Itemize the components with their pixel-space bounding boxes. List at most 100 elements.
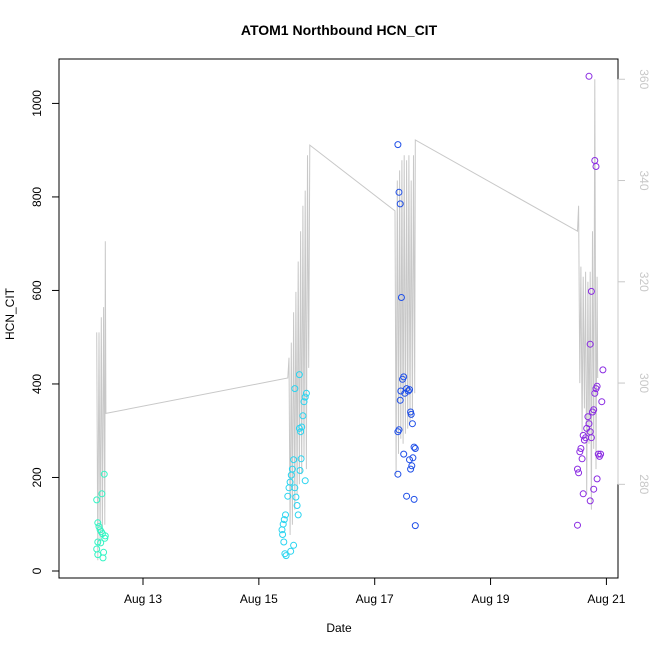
y-tick-label: 1000 bbox=[30, 90, 44, 117]
scatter-point bbox=[94, 519, 102, 527]
scatter-point bbox=[574, 521, 581, 529]
scatter-point bbox=[99, 554, 107, 562]
scatter-point bbox=[280, 538, 288, 546]
scatter-point bbox=[575, 469, 583, 477]
scatter-point bbox=[410, 443, 418, 451]
scatter-point bbox=[409, 454, 417, 462]
scatter-point bbox=[284, 492, 292, 500]
scatter-point bbox=[579, 490, 587, 498]
y-tick-label: 600 bbox=[30, 280, 44, 300]
scatter-point bbox=[94, 551, 102, 559]
scatter-point bbox=[587, 434, 595, 442]
scatter-point bbox=[294, 511, 302, 519]
scatter-point bbox=[94, 538, 102, 546]
scatter-point bbox=[411, 522, 419, 530]
line-series-path bbox=[96, 79, 599, 561]
scatter-point bbox=[290, 456, 298, 464]
y2-tick-label: 300 bbox=[637, 373, 650, 393]
scatter-point bbox=[291, 484, 299, 492]
scatter-point bbox=[397, 294, 405, 301]
scatter-point bbox=[394, 470, 402, 478]
scatter-point bbox=[287, 547, 295, 555]
scatter-point bbox=[599, 366, 607, 374]
y2-tick-label: 340 bbox=[637, 171, 650, 191]
scatter-point bbox=[408, 420, 416, 428]
scatter-point bbox=[578, 455, 586, 463]
scatter-point bbox=[395, 188, 403, 196]
scatter-point bbox=[96, 526, 104, 534]
scatter-point bbox=[576, 448, 584, 456]
scatter-point bbox=[404, 387, 412, 395]
scatter-point bbox=[407, 410, 415, 418]
y-tick-label: 200 bbox=[30, 467, 44, 487]
scatter-point bbox=[280, 516, 288, 524]
scatter-point bbox=[396, 200, 404, 208]
scatter-point bbox=[282, 511, 289, 519]
scatter-point bbox=[300, 398, 308, 406]
scatter-point bbox=[593, 382, 601, 390]
scatter-point bbox=[401, 389, 409, 397]
chart-title: ATOM1 Northbound HCN_CIT bbox=[241, 22, 438, 38]
points-layer bbox=[93, 72, 607, 562]
scatter-point bbox=[282, 552, 290, 560]
x-tick-label: Aug 15 bbox=[240, 592, 278, 606]
y-tick-label: 0 bbox=[30, 567, 44, 574]
scatter-point bbox=[395, 426, 403, 434]
scatter-point bbox=[407, 465, 415, 473]
scatter-point bbox=[397, 387, 405, 395]
scatter-point bbox=[293, 502, 301, 509]
scatter-point bbox=[286, 478, 294, 486]
y-tick-label: 400 bbox=[30, 374, 44, 394]
scatter-point bbox=[296, 467, 304, 474]
scatter-point bbox=[586, 497, 594, 505]
scatter-point bbox=[100, 470, 108, 478]
x-axis-label: Date bbox=[326, 621, 352, 635]
scatter-point bbox=[292, 493, 300, 501]
scatter-point bbox=[287, 471, 295, 479]
scatter-point bbox=[591, 389, 599, 397]
scatter-point bbox=[394, 141, 402, 149]
scatter-point bbox=[301, 393, 309, 401]
x-tick-label: Aug 21 bbox=[587, 592, 625, 606]
scatter-point bbox=[406, 456, 413, 464]
scatter-point bbox=[574, 465, 581, 473]
scatter-point bbox=[279, 531, 287, 538]
scatter-point bbox=[597, 450, 605, 458]
scatter-point bbox=[396, 396, 404, 404]
scatter-point bbox=[297, 455, 305, 463]
scatter-point bbox=[400, 450, 408, 458]
scatter-point bbox=[400, 373, 408, 381]
scatter-point bbox=[290, 541, 298, 549]
scatter-point bbox=[285, 484, 293, 492]
scatter-point bbox=[295, 371, 303, 379]
scatter-point bbox=[406, 386, 413, 394]
scatter-point bbox=[297, 428, 305, 436]
scatter-point bbox=[411, 445, 419, 452]
scatter-point bbox=[579, 431, 587, 439]
y2-tick-label: 320 bbox=[637, 272, 650, 292]
scatter-point bbox=[101, 532, 109, 540]
x-tick-label: Aug 17 bbox=[356, 592, 394, 606]
scatter-point bbox=[585, 72, 593, 80]
scatter-point bbox=[301, 477, 309, 485]
scatter-point bbox=[93, 545, 101, 553]
y2-tick-label: 360 bbox=[637, 69, 650, 89]
scatter-point bbox=[291, 385, 299, 393]
axis-layer: Aug 13 Aug 15 Aug 17 Aug 19 Aug 21 0 200 400 600… bbox=[30, 69, 650, 606]
scatter-point bbox=[288, 465, 296, 473]
scatter-point bbox=[98, 490, 106, 498]
x-tick-label: Aug 19 bbox=[472, 592, 510, 606]
scatter-point bbox=[302, 389, 310, 397]
scatter-point bbox=[97, 539, 105, 547]
scatter-point bbox=[593, 475, 601, 483]
scatter-point bbox=[592, 163, 600, 170]
scatter-point bbox=[410, 495, 418, 503]
scatter-point bbox=[279, 520, 287, 528]
plot-frame bbox=[58, 58, 619, 579]
line-layer bbox=[96, 79, 599, 561]
scatter-point bbox=[585, 420, 593, 428]
scatter-point bbox=[590, 406, 598, 414]
scatter-point bbox=[408, 462, 416, 470]
x-tick-label: Aug 13 bbox=[124, 592, 162, 606]
